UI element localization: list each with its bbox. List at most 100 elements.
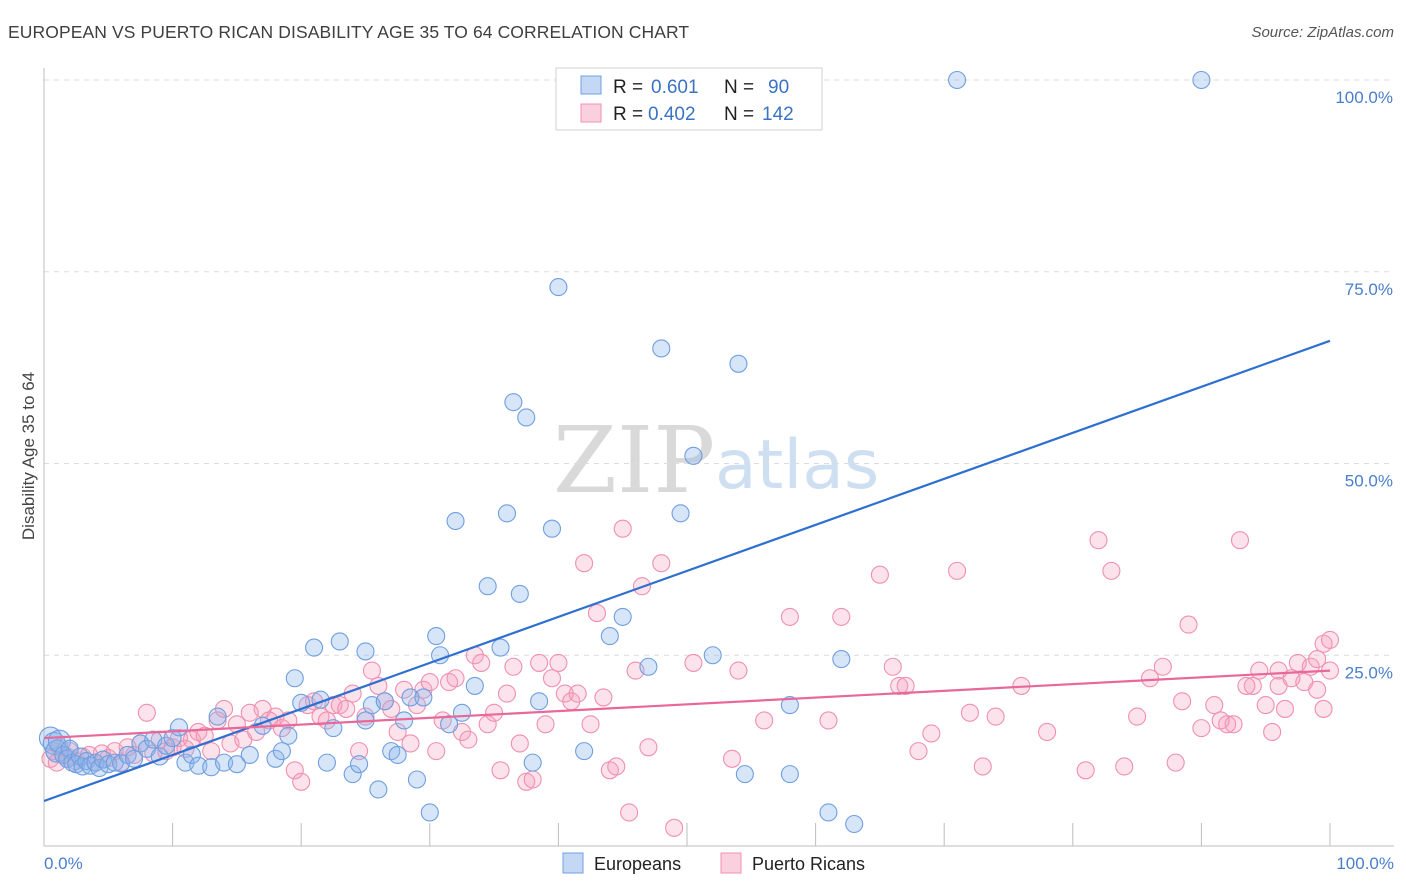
point-puerto-ricans-92 <box>613 519 632 538</box>
point-europeans-76 <box>542 519 562 538</box>
point-europeans-71 <box>517 408 536 427</box>
point-europeans-66 <box>465 676 484 695</box>
point-europeans-42 <box>305 638 324 657</box>
point-europeans-34 <box>227 755 246 774</box>
point-puerto-ricans-75 <box>504 657 523 676</box>
point-puerto-ricans-137 <box>1275 699 1295 718</box>
gridlines <box>44 79 1394 656</box>
point-europeans-72 <box>510 584 529 603</box>
point-puerto-ricans-106 <box>870 565 889 584</box>
point-puerto-ricans-74 <box>497 684 517 703</box>
point-puerto-ricans-58 <box>395 680 414 699</box>
point-puerto-ricans-118 <box>1076 761 1095 780</box>
point-europeans-85 <box>729 354 748 373</box>
point-puerto-ricans-98 <box>665 818 684 837</box>
point-europeans-50 <box>350 755 369 774</box>
point-europeans-70 <box>504 393 523 412</box>
y-tick-label-25: 25.0% <box>1345 663 1393 682</box>
point-europeans-55 <box>388 745 407 765</box>
point-puerto-ricans-57 <box>388 722 407 742</box>
point-europeans-16 <box>99 755 118 774</box>
series-puerto-ricans <box>41 519 1340 837</box>
point-puerto-ricans-51 <box>350 742 369 761</box>
point-puerto-ricans-104 <box>819 711 838 730</box>
point-europeans-59 <box>414 688 433 707</box>
point-puerto-ricans-123 <box>1140 669 1160 688</box>
point-puerto-ricans-115 <box>986 707 1005 726</box>
point-puerto-ricans-117 <box>1038 722 1057 742</box>
point-puerto-ricans-126 <box>1173 692 1192 711</box>
point-puerto-ricans-142 <box>1308 680 1327 699</box>
point-puerto-ricans-96 <box>639 738 658 757</box>
point-puerto-ricans-41 <box>285 761 304 780</box>
legend-swatch-europeans <box>580 75 602 95</box>
point-puerto-ricans-76 <box>510 734 529 753</box>
point-puerto-ricans-62 <box>420 673 439 692</box>
point-puerto-ricans-28 <box>202 742 221 761</box>
point-puerto-ricans-127 <box>1179 615 1198 634</box>
point-puerto-ricans-151 <box>1314 699 1333 718</box>
point-europeans-93 <box>1192 70 1211 90</box>
point-puerto-ricans-146 <box>1256 696 1275 715</box>
legend-series: Europeans Puerto Ricans <box>562 852 865 874</box>
point-puerto-ricans-91 <box>607 757 626 776</box>
point-europeans-86 <box>735 765 754 784</box>
point-europeans-58 <box>407 770 426 789</box>
point-europeans-44 <box>317 753 336 772</box>
point-europeans-40 <box>285 669 304 688</box>
point-europeans-92 <box>948 70 967 90</box>
point-puerto-ricans-86 <box>575 554 594 573</box>
point-puerto-ricans-114 <box>973 757 992 776</box>
point-puerto-ricans-70 <box>472 653 491 672</box>
point-europeans-75 <box>549 278 568 297</box>
legend-bottom-swatch-puerto-ricans <box>720 852 742 874</box>
point-puerto-ricans-134 <box>1250 661 1269 680</box>
point-puerto-ricans-60 <box>407 696 426 715</box>
legend-n-label-europeans: N = <box>724 77 754 98</box>
point-puerto-ricans-102 <box>755 711 774 730</box>
watermark-atlas: atlas <box>715 426 879 505</box>
point-puerto-ricans-110 <box>909 742 928 761</box>
watermark: ZIP atlas <box>553 407 879 514</box>
point-europeans-26 <box>163 729 182 748</box>
y-tick-label-75: 75.0% <box>1345 280 1393 299</box>
point-europeans-64 <box>446 511 465 531</box>
point-puerto-ricans-144 <box>1320 630 1340 649</box>
point-puerto-ricans-121 <box>1115 757 1134 776</box>
point-puerto-ricans-113 <box>960 703 979 722</box>
y-tick-label-100: 100.0% <box>1335 88 1393 107</box>
point-puerto-ricans-97 <box>652 554 671 573</box>
point-puerto-ricans-66 <box>446 669 465 688</box>
point-puerto-ricans-150 <box>1269 661 1288 680</box>
point-europeans-20 <box>124 749 144 768</box>
point-europeans-83 <box>684 446 703 465</box>
point-puerto-ricans-119 <box>1089 531 1108 550</box>
point-puerto-ricans-128 <box>1192 719 1211 738</box>
x-tick-label-0: 0.0% <box>44 854 83 873</box>
point-puerto-ricans-107 <box>883 657 902 676</box>
point-europeans-32 <box>208 707 227 726</box>
point-puerto-ricans-124 <box>1153 657 1172 676</box>
series-europeans <box>38 70 1211 834</box>
legend-r-value-puerto-ricans: 0.402 <box>648 104 696 125</box>
point-puerto-ricans-148 <box>1237 676 1256 695</box>
point-puerto-ricans-49 <box>337 699 356 718</box>
point-europeans-89 <box>819 803 838 822</box>
point-puerto-ricans-68 <box>459 730 478 749</box>
point-europeans-51 <box>356 642 375 661</box>
point-puerto-ricans-99 <box>684 653 703 672</box>
point-puerto-ricans-30 <box>214 699 234 718</box>
point-puerto-ricans-120 <box>1102 561 1121 580</box>
point-puerto-ricans-133 <box>1243 676 1262 695</box>
point-puerto-ricans-149 <box>1211 711 1230 730</box>
point-puerto-ricans-63 <box>427 742 446 761</box>
y-tick-label-50: 50.0% <box>1345 472 1393 491</box>
point-puerto-ricans-59 <box>401 734 420 753</box>
point-puerto-ricans-54 <box>369 676 388 695</box>
point-europeans-46 <box>330 632 349 651</box>
legend-r-label-puerto-ricans: R = <box>613 104 643 125</box>
point-puerto-ricans-53 <box>362 661 381 680</box>
trend-line-puerto-ricans <box>43 669 1331 740</box>
point-puerto-ricans-72 <box>485 703 504 722</box>
chart-title: EUROPEAN VS PUERTO RICAN DISABILITY AGE … <box>8 22 690 42</box>
